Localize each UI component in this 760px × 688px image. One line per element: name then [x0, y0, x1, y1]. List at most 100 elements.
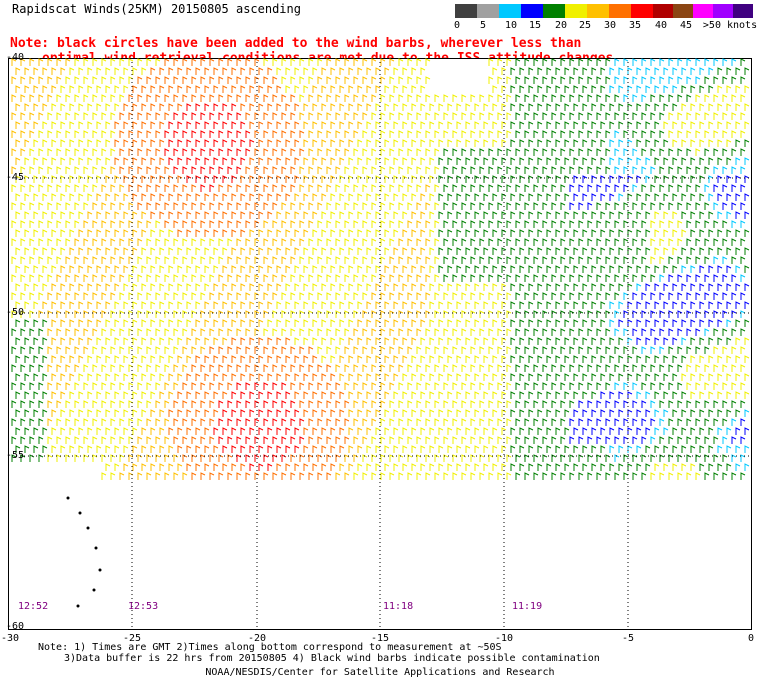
wind-barb	[609, 355, 615, 363]
wind-barb	[744, 337, 750, 345]
wind-barb	[623, 256, 629, 264]
wind-barb	[96, 391, 102, 399]
wind-barb	[141, 265, 147, 273]
wind-barb	[155, 76, 161, 84]
wind-barb	[362, 112, 368, 120]
wind-barb	[47, 328, 53, 336]
wind-barb	[227, 364, 233, 372]
wind-barb	[240, 103, 246, 111]
wind-barb	[609, 67, 615, 75]
wind-barb	[627, 211, 633, 219]
wind-barb	[236, 472, 242, 480]
wind-barb	[11, 238, 17, 246]
wind-barb	[677, 400, 683, 408]
wind-barb	[375, 139, 381, 147]
wind-barb	[38, 238, 44, 246]
wind-barb	[668, 94, 674, 102]
wind-barb	[114, 373, 120, 381]
wind-barb	[704, 454, 710, 462]
wind-barb	[713, 472, 719, 480]
wind-barb	[101, 184, 107, 192]
wind-barb	[371, 436, 377, 444]
wind-barb	[182, 400, 188, 408]
wind-barb	[141, 85, 147, 93]
wind-barb	[609, 373, 615, 381]
wind-barb	[15, 373, 21, 381]
wind-barb	[506, 346, 512, 354]
wind-barb	[173, 148, 179, 156]
wind-barb	[663, 463, 669, 471]
wind-barb	[344, 94, 350, 102]
wind-barb	[78, 229, 84, 237]
legend-label: 35	[628, 20, 642, 31]
wind-barb	[474, 283, 480, 291]
wind-barb	[222, 301, 228, 309]
wind-barb	[614, 436, 620, 444]
wind-barb	[672, 139, 678, 147]
wind-barb	[218, 400, 224, 408]
wind-barb	[668, 238, 674, 246]
wind-barb	[222, 85, 228, 93]
wind-barb	[564, 175, 570, 183]
wind-barb	[470, 184, 476, 192]
wind-barb	[357, 85, 363, 93]
wind-barb	[420, 301, 426, 309]
wind-barb	[641, 76, 647, 84]
wind-barb	[371, 58, 377, 66]
wind-barb	[200, 382, 206, 390]
wind-barb	[731, 238, 737, 246]
wind-barb	[641, 94, 647, 102]
wind-barb	[65, 328, 71, 336]
wind-barb	[218, 238, 224, 246]
wind-barb	[146, 148, 152, 156]
wind-barb	[299, 364, 305, 372]
wind-barb	[708, 355, 714, 363]
wind-barb	[204, 139, 210, 147]
wind-barb	[425, 274, 431, 282]
wind-barb	[186, 265, 192, 273]
wind-barb	[528, 301, 534, 309]
wind-barb	[218, 292, 224, 300]
wind-barb	[519, 211, 525, 219]
wind-barb	[146, 184, 152, 192]
wind-barb	[204, 103, 210, 111]
wind-barb	[717, 283, 723, 291]
wind-barb	[744, 121, 750, 129]
wind-barb	[362, 364, 368, 372]
wind-barb	[722, 310, 728, 318]
wind-barb	[146, 256, 152, 264]
wind-barb	[456, 427, 462, 435]
wind-barb	[128, 418, 134, 426]
wind-barb	[272, 472, 278, 480]
wind-barb	[47, 130, 53, 138]
wind-barb	[510, 247, 516, 255]
wind-barb	[578, 472, 584, 480]
wind-barb	[299, 346, 305, 354]
wind-barb	[438, 139, 444, 147]
wind-barb	[29, 418, 35, 426]
wind-barb	[605, 220, 611, 228]
wind-barb	[11, 454, 17, 462]
wind-barb	[276, 373, 282, 381]
wind-barb	[663, 67, 669, 75]
wind-barb	[722, 220, 728, 228]
wind-barb	[474, 409, 480, 417]
wind-barb	[240, 265, 246, 273]
wind-barb	[402, 463, 408, 471]
wind-barb	[267, 229, 273, 237]
wind-barb	[263, 166, 269, 174]
wind-barb	[294, 463, 300, 471]
wind-barb	[596, 472, 602, 480]
wind-barb	[353, 472, 359, 480]
wind-barb	[267, 283, 273, 291]
wind-barb	[236, 436, 242, 444]
wind-barb	[416, 346, 422, 354]
wind-barb	[641, 274, 647, 282]
wind-barb	[366, 427, 372, 435]
wind-barb	[524, 184, 530, 192]
wind-barb	[650, 400, 656, 408]
wind-barb	[515, 94, 521, 102]
wind-barb	[317, 130, 323, 138]
wind-barb	[191, 346, 197, 354]
wind-barb	[231, 391, 237, 399]
